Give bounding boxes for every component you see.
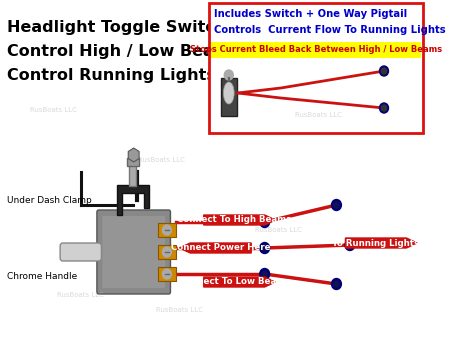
- Circle shape: [334, 281, 339, 287]
- Bar: [209, 3, 423, 133]
- Circle shape: [163, 225, 172, 235]
- Circle shape: [380, 103, 389, 113]
- Text: Control High / Low Beams: Control High / Low Beams: [7, 44, 240, 59]
- Ellipse shape: [223, 82, 234, 104]
- Circle shape: [347, 242, 353, 248]
- Bar: [127, 158, 139, 166]
- Circle shape: [334, 202, 339, 208]
- Bar: [158, 245, 176, 259]
- Text: Controls  Current Flow To Running Lights: Controls Current Flow To Running Lights: [213, 25, 445, 35]
- Circle shape: [345, 239, 355, 251]
- Circle shape: [262, 245, 267, 251]
- Text: Under Dash Clamp: Under Dash Clamp: [7, 196, 92, 205]
- Circle shape: [260, 268, 270, 280]
- Text: Connect Power Here: Connect Power Here: [171, 244, 271, 252]
- Text: Includes Switch + One Way Pigtail: Includes Switch + One Way Pigtail: [213, 9, 407, 19]
- Circle shape: [331, 279, 341, 289]
- FancyBboxPatch shape: [60, 243, 101, 261]
- Bar: [158, 223, 176, 237]
- Polygon shape: [117, 185, 149, 215]
- Circle shape: [381, 105, 387, 111]
- FancyBboxPatch shape: [97, 210, 171, 294]
- Text: RusBoats LLC: RusBoats LLC: [138, 157, 185, 163]
- Bar: [221, 78, 237, 116]
- Circle shape: [163, 269, 172, 279]
- Text: Stops Current Bleed Back Between High / Low Beams: Stops Current Bleed Back Between High / …: [190, 46, 442, 55]
- Text: Headlight Toggle Switch: Headlight Toggle Switch: [7, 20, 227, 35]
- Bar: [211, 42, 421, 58]
- Text: Connect To Low Beams: Connect To Low Beams: [179, 278, 290, 287]
- Polygon shape: [204, 277, 275, 287]
- Text: RusBoats LLC: RusBoats LLC: [30, 107, 77, 113]
- Circle shape: [381, 68, 387, 74]
- Polygon shape: [180, 243, 251, 253]
- Text: To Running Lights: To Running Lights: [332, 238, 419, 247]
- Circle shape: [260, 217, 270, 228]
- Text: RusBoats LLC: RusBoats LLC: [156, 307, 203, 313]
- Circle shape: [331, 199, 341, 210]
- Text: RusBoats LLC: RusBoats LLC: [295, 112, 342, 118]
- FancyBboxPatch shape: [102, 216, 165, 288]
- Text: RusBoats LLC: RusBoats LLC: [255, 227, 301, 233]
- Circle shape: [380, 66, 389, 76]
- Text: Chrome Handle: Chrome Handle: [7, 272, 77, 281]
- Text: RusBoats LLC: RusBoats LLC: [57, 292, 104, 298]
- Polygon shape: [204, 215, 275, 225]
- Bar: [129, 162, 137, 186]
- Circle shape: [260, 243, 270, 253]
- Text: Connect To High Beams: Connect To High Beams: [177, 216, 292, 224]
- Circle shape: [224, 70, 233, 80]
- Circle shape: [262, 219, 267, 225]
- Circle shape: [262, 271, 267, 277]
- Circle shape: [163, 247, 172, 257]
- Bar: [158, 267, 176, 281]
- Polygon shape: [346, 238, 417, 248]
- Text: Control Running Lights: Control Running Lights: [7, 68, 216, 83]
